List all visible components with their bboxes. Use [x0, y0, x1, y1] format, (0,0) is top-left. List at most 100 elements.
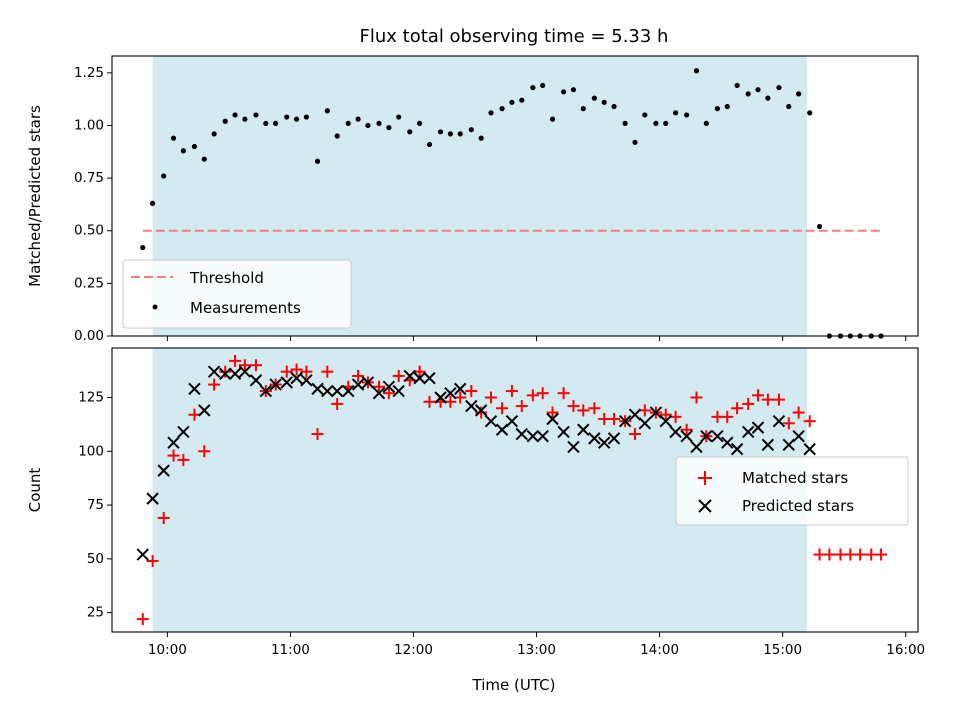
measurement-point — [478, 135, 484, 141]
predicted-star-point — [803, 442, 816, 456]
predicted-star-point — [557, 425, 570, 439]
predicted-star-point — [259, 384, 273, 398]
predicted-star-point — [792, 430, 805, 443]
predicted-stars-points — [136, 365, 816, 561]
legend-predicted-swatch — [698, 499, 712, 513]
measurement-point — [376, 120, 382, 126]
matched-star-point — [229, 354, 242, 367]
measurement-point — [663, 120, 669, 126]
count-legend: Matched stars Predicted stars — [675, 456, 909, 526]
measurement-point — [509, 99, 515, 105]
predicted-star-point — [669, 425, 682, 439]
predicted-star-point — [567, 440, 580, 454]
measurement-point — [672, 110, 679, 116]
count-y-axis-ticks: 25 50 75 100 125 — [78, 389, 112, 621]
measurement-point — [570, 87, 577, 93]
matched-star-point — [588, 402, 601, 415]
predicted-star-point — [465, 399, 478, 413]
count-legend-box — [675, 456, 909, 526]
measurement-point — [447, 131, 453, 137]
measurement-point — [499, 106, 505, 112]
measurement-point — [816, 223, 823, 230]
count-panel: 25 50 75 100 125 10:00 11:00 12:00 13:00 14:00 15… — [26, 347, 925, 694]
y-tick-label: 0.50 — [74, 223, 104, 239]
matched-star-point — [331, 397, 344, 410]
predicted-star-point — [649, 406, 663, 419]
predicted-star-point — [711, 430, 724, 443]
predicted-star-point — [351, 378, 365, 391]
predicted-star-point — [721, 436, 734, 449]
matched-star-point — [557, 387, 570, 400]
measurement-point — [540, 82, 546, 89]
predicted-star-point — [618, 414, 632, 428]
predicted-star-point — [761, 438, 775, 452]
measurement-point — [263, 120, 269, 126]
y-tick-label: 0.25 — [74, 275, 104, 291]
predicted-star-point — [680, 430, 693, 443]
matched-star-point — [628, 428, 641, 441]
measurement-point — [776, 84, 782, 91]
legend-measurements-swatch — [152, 304, 158, 310]
predicted-star-point — [413, 371, 426, 385]
ratio-y-axis-label: Matched/Predicted stars — [26, 105, 44, 287]
measurement-point — [745, 91, 751, 97]
matched-star-point — [177, 453, 190, 466]
matched-star-point — [761, 393, 774, 406]
count-y-axis-label: Count — [26, 468, 44, 513]
y-tick-label: 100 — [78, 443, 104, 459]
predicted-star-point — [177, 425, 190, 439]
measurement-point — [201, 156, 207, 162]
matched-star-point — [136, 613, 149, 626]
legend-threshold-label: Threshold — [189, 269, 264, 287]
matched-star-point — [219, 365, 232, 378]
predicted-star-point — [526, 430, 540, 443]
y-tick-label: 1.25 — [74, 65, 104, 81]
measurement-point — [161, 173, 167, 179]
x-axis-label: Time (UTC) — [472, 676, 556, 694]
matched-star-point — [772, 393, 785, 406]
measurement-point — [293, 116, 300, 122]
measurement-point — [140, 244, 146, 251]
measurement-point — [703, 120, 709, 126]
y-tick-label: 75 — [87, 497, 104, 513]
measurement-point — [191, 143, 198, 150]
predicted-star-point — [659, 414, 672, 428]
predicted-star-point — [207, 365, 221, 378]
ratio-y-axis-ticks: 0.00 0.25 0.50 0.75 1.00 1.25 — [74, 65, 112, 344]
x-tick-label: 13:00 — [517, 642, 556, 658]
measurement-point — [386, 124, 392, 131]
legend-measurements-label: Measurements — [190, 299, 301, 317]
legend-matched-swatch — [698, 471, 712, 485]
matched-star-point — [721, 410, 734, 423]
predicted-star-point — [730, 442, 744, 456]
measurement-point — [355, 116, 361, 122]
measurement-point — [693, 68, 700, 74]
matched-star-point — [208, 378, 221, 391]
matched-star-point — [454, 391, 467, 404]
matched-star-point — [515, 400, 528, 413]
measurement-point — [611, 103, 617, 110]
measurement-point — [642, 112, 648, 118]
y-tick-label: 125 — [78, 389, 104, 405]
legend-predicted-label: Predicted stars — [742, 497, 854, 515]
matched-star-point — [854, 548, 867, 561]
predicted-star-point — [311, 382, 324, 396]
matched-star-point — [167, 449, 180, 462]
measurement-point — [334, 133, 340, 139]
predicted-star-point — [198, 404, 211, 417]
predicted-star-point — [505, 414, 519, 428]
measurement-point — [324, 108, 330, 114]
measurement-point — [755, 87, 761, 93]
measurement-point — [242, 116, 248, 122]
matched-star-point — [792, 406, 805, 419]
measurement-point — [365, 122, 371, 129]
measurement-point — [580, 106, 586, 112]
measurement-point — [561, 89, 567, 95]
predicted-star-point — [269, 378, 282, 391]
predicted-star-point — [700, 430, 713, 443]
matched-star-point — [188, 408, 201, 421]
matched-star-point — [249, 359, 262, 372]
matched-star-point — [752, 389, 765, 402]
ratio-x-axis-ticks — [166, 336, 907, 341]
measurement-point — [714, 106, 721, 112]
